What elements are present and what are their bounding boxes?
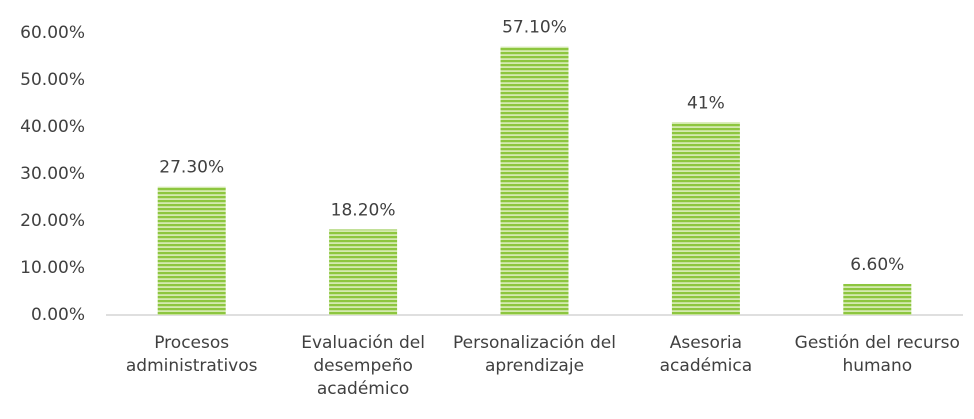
y-tick-label: 30.00%	[20, 164, 85, 184]
x-tick-label: Personalización del aprendizaje	[453, 333, 616, 376]
y-tick-label: 20.00%	[20, 211, 85, 231]
value-label: 41%	[687, 93, 725, 113]
y-tick-label: 60.00%	[20, 23, 85, 43]
value-label: 27.30%	[159, 158, 224, 178]
bar	[500, 46, 569, 315]
bar	[843, 283, 912, 315]
bar	[157, 186, 226, 315]
x-tick-label: Gestión del recurso humano	[794, 333, 960, 376]
x-tick-label: Asesoria académica	[659, 333, 753, 376]
bar	[329, 229, 398, 315]
y-tick-label: 50.00%	[20, 70, 85, 90]
value-label: 57.10%	[502, 18, 567, 38]
value-label: 6.60%	[850, 255, 904, 275]
x-tick-label: Evaluación del desempeño académico	[301, 333, 425, 399]
value-label: 18.20%	[331, 200, 396, 220]
y-tick-label: 40.00%	[20, 117, 85, 137]
y-tick-label: 10.00%	[20, 258, 85, 278]
x-tick-label: Procesos administrativos	[125, 333, 258, 376]
y-tick-label: 0.00%	[31, 305, 85, 325]
bar	[671, 122, 740, 315]
